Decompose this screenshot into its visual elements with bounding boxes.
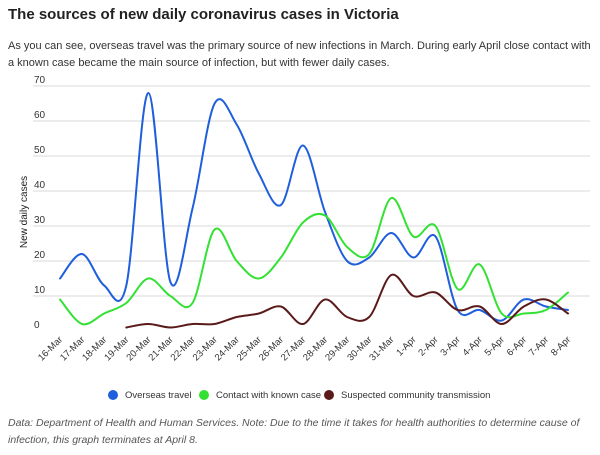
line-chart: 0 10 20 30 40 50 60 70 16-Mar17-Mar18-Mar19-Mar… bbox=[19, 75, 590, 363]
legend-swatch bbox=[199, 390, 209, 400]
source-note: Data: Department of Health and Human Ser… bbox=[8, 417, 580, 446]
chart-title: The sources of new daily coronavirus cas… bbox=[8, 6, 399, 23]
y-tick-label: 50 bbox=[34, 145, 46, 156]
legend-label: Overseas travel bbox=[125, 389, 192, 401]
series-line-0 bbox=[59, 91, 569, 322]
y-tick-label: 0 bbox=[34, 320, 40, 331]
x-tick-label: 8-Apr bbox=[549, 334, 573, 358]
y-tick-label: 70 bbox=[34, 75, 46, 86]
x-tick-label: 5-Apr bbox=[483, 334, 507, 358]
chart-subtitle: As you can see, overseas travel was the … bbox=[8, 40, 591, 69]
legend-item[interactable]: Overseas travel bbox=[108, 385, 192, 405]
y-tick-label: 60 bbox=[34, 110, 46, 121]
x-tick-label: 6-Apr bbox=[505, 334, 529, 358]
legend-label: Suspected community transmission bbox=[341, 389, 491, 401]
y-tick-label: 20 bbox=[34, 250, 46, 261]
series-lines bbox=[59, 91, 569, 329]
legend-item[interactable]: Suspected community transmission bbox=[324, 385, 490, 405]
series-line-1 bbox=[59, 197, 569, 326]
y-tick-label: 30 bbox=[34, 215, 46, 226]
y-axis-ticks: 0 10 20 30 40 50 60 70 bbox=[34, 75, 46, 331]
x-tick-label: 2-Apr bbox=[416, 334, 440, 358]
x-tick-label: 4-Apr bbox=[461, 334, 485, 358]
legend: Overseas travel Contact with known case Su… bbox=[0, 385, 600, 405]
x-tick-label: 1-Apr bbox=[394, 334, 418, 358]
x-tick-label: 3-Apr bbox=[438, 334, 462, 358]
grid-lines bbox=[33, 85, 590, 297]
x-axis-ticks: 16-Mar17-Mar18-Mar19-Mar20-Mar21-Mar22-M… bbox=[36, 334, 573, 363]
x-tick-label: 7-Apr bbox=[527, 334, 551, 358]
legend-swatch bbox=[324, 390, 334, 400]
y-tick-label: 10 bbox=[34, 285, 46, 296]
series-line-2 bbox=[125, 273, 569, 329]
y-tick-label: 40 bbox=[34, 180, 46, 191]
x-tick-label: 31-Mar bbox=[367, 334, 396, 363]
legend-label: Contact with known case bbox=[216, 389, 322, 401]
legend-item[interactable]: Contact with known case bbox=[199, 385, 321, 405]
y-axis-label: New daily cases bbox=[19, 176, 30, 248]
legend-swatch bbox=[108, 390, 118, 400]
